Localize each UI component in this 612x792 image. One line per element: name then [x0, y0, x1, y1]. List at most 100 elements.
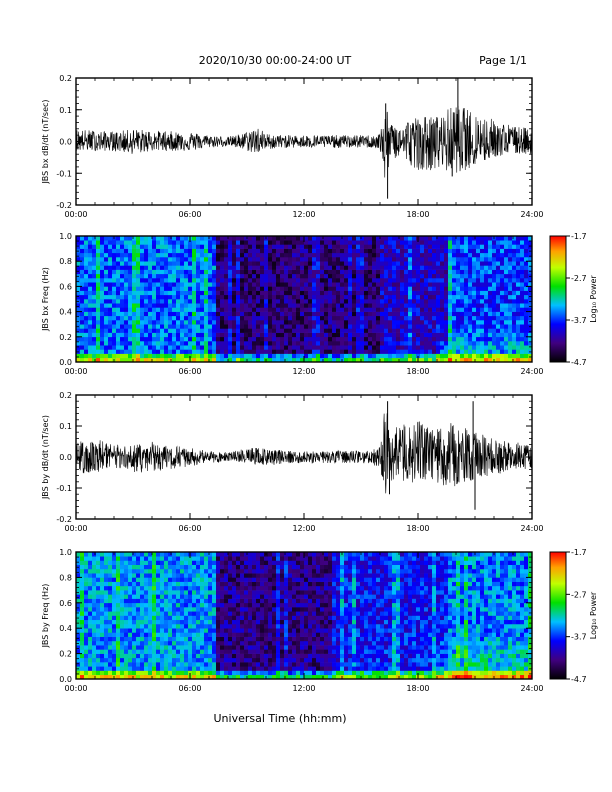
spectrogram-cell: [512, 252, 517, 258]
spectrogram-cell: [520, 290, 525, 296]
spectrogram-cell: [224, 336, 229, 342]
spectrogram-cell: [340, 303, 345, 308]
spectrogram-cell: [428, 248, 433, 254]
spectrogram-cell: [448, 336, 453, 342]
spectrogram-cell: [420, 286, 425, 291]
spectrogram-cell: [412, 324, 417, 329]
spectrogram-cell: [84, 290, 89, 296]
spectrogram-cell: [384, 240, 389, 245]
spectrogram-cell: [152, 236, 157, 241]
spectrogram-cell: [196, 332, 201, 338]
spectrogram-cell: [524, 357, 529, 363]
spectrogram-cell: [244, 324, 249, 329]
spectrogram-cell: [164, 324, 169, 329]
spectrogram-cell: [488, 299, 493, 304]
spectrogram-cell: [108, 623, 113, 629]
spectrogram-cell: [168, 594, 173, 599]
spectrogram-cell: [120, 252, 125, 258]
spectrogram-cell: [444, 282, 449, 287]
spectrogram-cell: [304, 320, 309, 325]
spectrogram-cell: [240, 320, 245, 325]
spectrogram-cell: [212, 286, 217, 291]
spectrogram-cell: [96, 328, 101, 333]
spectrogram-cell: [372, 290, 377, 296]
spectrogram-cell: [300, 328, 305, 333]
spectrogram-cell: [460, 299, 465, 304]
spectrogram-cell: [112, 315, 117, 321]
spectrogram-cell: [368, 265, 373, 270]
spectrogram-cell: [304, 286, 309, 291]
spectrogram-cell: [336, 269, 341, 275]
spectrogram-cell: [248, 357, 253, 363]
spectrogram-cell: [436, 320, 441, 325]
spectrogram-cell: [164, 666, 169, 671]
spectrogram-cell: [184, 282, 189, 287]
spectrogram-cell: [176, 336, 181, 342]
spectrogram-cell: [524, 324, 529, 329]
spectrogram-cell: [88, 662, 93, 667]
spectrogram-cell: [472, 303, 477, 308]
spectrogram-cell: [472, 278, 477, 283]
spectrogram-cell: [336, 307, 341, 312]
spectrogram-cell: [200, 607, 205, 612]
spectrogram-cell: [472, 349, 477, 354]
spectrogram-cell: [484, 294, 489, 300]
spectrogram-cell: [384, 236, 389, 241]
spectrogram-cell: [256, 303, 261, 308]
spectrogram-cell: [488, 282, 493, 287]
spectrogram-cell: [496, 345, 501, 350]
spectrogram-cell: [228, 320, 233, 325]
spectrogram-cell: [368, 282, 373, 287]
spectrogram-cell: [496, 299, 501, 304]
spectrogram-cell: [120, 636, 125, 642]
spectrogram-cell: [204, 315, 209, 321]
spectrogram-cell: [136, 341, 141, 346]
spectrogram-cell: [196, 282, 201, 287]
spectrogram-cell: [224, 590, 229, 595]
spectrogram-cell: [396, 299, 401, 304]
spectrogram-cell: [288, 328, 293, 333]
spectrogram-cell: [340, 341, 345, 346]
spectrogram-cell: [188, 598, 193, 604]
spectrogram-cell: [140, 619, 145, 625]
spectrogram-cell: [80, 564, 85, 570]
spectrogram-cell: [88, 286, 93, 291]
spectrogram-cell: [276, 252, 281, 258]
spectrogram-cell: [156, 265, 161, 270]
spectrogram-cell: [432, 236, 437, 241]
spectrogram-cell: [164, 619, 169, 625]
spectrogram-cell: [284, 248, 289, 254]
spectrogram-cell: [396, 294, 401, 300]
spectrogram-cell: [368, 278, 373, 283]
spectrogram-cell: [320, 324, 325, 329]
spectrogram-cell: [216, 278, 221, 283]
spectrogram-cell: [164, 602, 169, 608]
spectrogram-cell: [324, 278, 329, 283]
spectrogram-cell: [356, 303, 361, 308]
spectrogram-cell: [328, 315, 333, 321]
spectrogram-cell: [216, 577, 221, 582]
spectrogram-cell: [508, 244, 513, 249]
spectrogram-cell: [520, 328, 525, 333]
spectrogram-cell: [140, 278, 145, 283]
spectrogram-cell: [512, 349, 517, 354]
spectrogram-cell: [140, 273, 145, 279]
spectrogram-cell: [288, 265, 293, 270]
spectrogram-cell: [140, 257, 145, 262]
spectrogram-cell: [388, 282, 393, 287]
spectrogram-cell: [216, 615, 221, 621]
spectrogram-cell: [396, 290, 401, 296]
spectrogram-cell: [184, 257, 189, 262]
spectrogram-cell: [212, 670, 217, 676]
spectrogram-cell: [208, 640, 213, 646]
spectrogram-cell: [148, 328, 153, 333]
spectrogram-cell: [504, 244, 509, 249]
spectrogram-cell: [308, 311, 313, 317]
spectrogram-cell: [188, 632, 193, 637]
spectrogram-cell: [144, 611, 149, 616]
spectrogram-cell: [264, 248, 269, 254]
spectrogram-cell: [428, 341, 433, 346]
spectrogram-cell: [348, 278, 353, 283]
spectrogram-cell: [132, 257, 137, 262]
spectrogram-cell: [420, 257, 425, 262]
